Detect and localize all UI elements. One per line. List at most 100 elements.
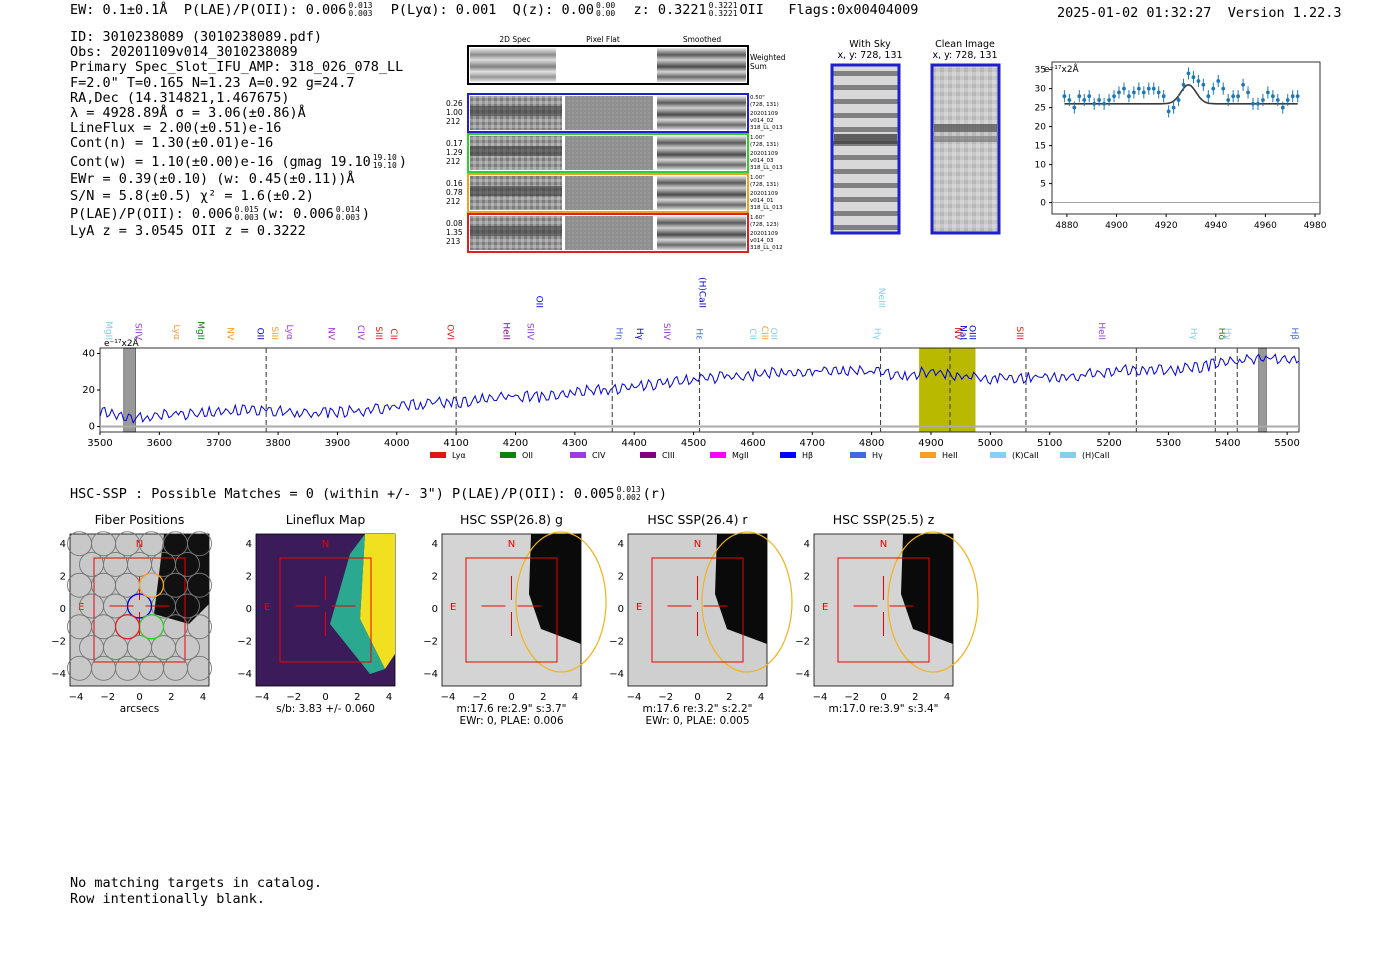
zoom-point — [1097, 98, 1102, 102]
spectrum-line-label: CII — [747, 328, 757, 340]
hsc-panel-caption: s/b: 3.83 +/- 0.060 — [276, 703, 375, 715]
spectrum-ytick-label: 20 — [82, 385, 95, 396]
cutout-2dspec-trace — [470, 186, 562, 196]
zoom-point — [1206, 94, 1211, 99]
hsc-ytick-label: 4 — [60, 539, 66, 550]
hsc-ytick-label: 4 — [432, 539, 438, 550]
zoom-point — [1087, 94, 1092, 99]
hsc-panel-caption-2: EWr: 0, PLAE: 0.006 — [459, 715, 563, 727]
hsc-xtick-label: 2 — [540, 692, 546, 703]
hsc-ytick-label: −4 — [795, 669, 810, 680]
zoom-point — [1146, 86, 1151, 91]
zoom-point — [1176, 98, 1181, 102]
zoom-xtick-label: 4960 — [1254, 221, 1277, 231]
zoom-point — [1256, 101, 1260, 106]
zoom-point — [1181, 82, 1186, 87]
spectrum-line-label: NV — [952, 327, 962, 341]
zoom-point — [1107, 98, 1111, 102]
zoom-point — [1270, 94, 1275, 99]
cutout-row-a: 0.16 — [446, 179, 463, 188]
hsc-target-box — [837, 557, 930, 663]
zoom-point — [1166, 109, 1171, 114]
cutout-row-a: 0.26 — [446, 99, 463, 108]
plae-range: 0.013 0.003 — [348, 1, 373, 18]
zoom-point — [1261, 98, 1265, 102]
zoom-line-fit-chart: e⁻¹⁷x2Å 0 5 10 15 20 25 30 35 4880 4900 4920 4940 49… — [1035, 61, 1327, 231]
info-sn: S/N = 5.8(±0.5) χ² = 1.6(±0.2) — [70, 188, 314, 205]
version: Version 1.22.3 — [1227, 5, 1342, 21]
cutout-row-b: 1.29 — [446, 148, 463, 157]
hsc-ytick-label: −2 — [51, 637, 66, 648]
spectrum-masked-band — [123, 347, 136, 433]
spectrum-xtick-label: 3800 — [265, 438, 290, 449]
cutout-row-r1: 0.50" — [750, 95, 765, 101]
zoom-point — [1221, 86, 1226, 91]
hsc-panel-title: Lineflux Map — [286, 512, 366, 527]
cutout-row-r5: 318_LL_012 — [750, 245, 783, 251]
hsc-ytick-label: 2 — [804, 572, 810, 583]
info-lambda: λ = 4928.89Å σ = 3.06(±0.86)Å — [70, 105, 306, 122]
zoom-point — [1211, 86, 1216, 91]
spectrum-line-label: Hδ — [1216, 328, 1226, 341]
hsc-bright-source — [715, 534, 767, 644]
zoom-xtick-label: 4920 — [1155, 221, 1178, 231]
spectrum-line-label: OII — [254, 328, 264, 340]
fiber-circle — [187, 655, 212, 681]
timestamp: 2025-01-02 01:32:27 — [1057, 5, 1212, 21]
spectrum-xtick-label: 4500 — [681, 438, 706, 449]
spectrum-line-label: Hγ — [872, 328, 882, 341]
spectrum-line-label: SIIV — [133, 323, 143, 341]
spectrum-xtick-label: 4300 — [562, 438, 587, 449]
sum-label: Sum — [750, 62, 767, 71]
info-params: F=2.0" T=0.165 N=1.23 A=0.92 g=24.7 — [70, 74, 355, 91]
fiber-circle — [187, 614, 212, 640]
zoom-point — [1112, 94, 1116, 99]
lineflux-mid — [330, 534, 385, 674]
zoom-ytick-label: 30 — [1035, 85, 1047, 95]
zoom-point — [1251, 101, 1255, 106]
header-summary: EW: 0.1±0.1Å P(LAE)/P(OII): 0.006 0.013 0.… — [70, 1, 918, 19]
zoom-point — [1275, 98, 1280, 102]
spectrum-line-label: Hβ — [1289, 327, 1299, 340]
hsc-ytick-label: 0 — [804, 604, 810, 615]
spectrum-xtick-label: 4100 — [443, 438, 468, 449]
timestamp-version: 2025-01-02 01:32:27 Version 1.22.3 — [1057, 5, 1342, 21]
zoom-point — [1092, 101, 1097, 106]
cutout-smoothed — [657, 136, 746, 170]
cutout-pixelflat — [565, 216, 653, 250]
hsc-target-box — [465, 557, 558, 663]
catalog-note-line1: No matching targets in catalog. — [70, 875, 322, 891]
hsc-panel-title: HSC SSP(26.4) r — [647, 512, 748, 527]
hsc-north-label: N — [880, 539, 887, 550]
fiber-circle-blue — [126, 593, 153, 619]
spectrum-ytick-label: 0 — [89, 422, 95, 433]
hsc-xtick-label: 0 — [508, 692, 514, 703]
spectrum-unit-label: e⁻¹⁷x2Å — [104, 337, 140, 349]
cutout-col-smoothed: Smoothed — [683, 35, 722, 44]
cutout-2dspec-trace — [470, 146, 562, 156]
hsc-xtick-label: −4 — [255, 692, 270, 703]
zoom-xtick-label: 4900 — [1105, 221, 1128, 231]
spectrum-xtick-label: 4700 — [800, 438, 825, 449]
hsc-xtick-label: 4 — [572, 692, 578, 703]
clean-image-title: Clean Image — [935, 39, 995, 50]
hsc-ytick-label: −2 — [609, 637, 624, 648]
hsc-bright-source — [154, 534, 209, 624]
catalog-note-line2: Row intentionally blank. — [70, 890, 266, 907]
spectrum-xtick-label: 4900 — [918, 438, 943, 449]
spectrum-line-label: NaI — [958, 325, 968, 340]
zoom-point — [1072, 105, 1077, 110]
spectrum-line-label: Hγ — [1222, 328, 1232, 341]
full-spectrum-chart: 0 20 40 3500 3600 3700 3800 3900 4000 4100 4200 430… — [82, 277, 1300, 460]
cutout-pixelflat — [565, 136, 653, 170]
cutout-row-r2: (728, 131) — [750, 182, 779, 188]
spectrum-xtick-label: 5300 — [1156, 438, 1181, 449]
cutout-row-r3: 20201109 — [750, 151, 778, 157]
zoom-point — [1280, 105, 1285, 110]
zoom-point — [1122, 86, 1126, 91]
spectrum-legend-label: CIII — [662, 451, 675, 460]
hsc-panel-title: HSC SSP(25.5) z — [833, 512, 935, 527]
fiber-circle — [175, 593, 200, 619]
cutout-smoothed — [657, 216, 746, 250]
spectrum-line-label: HeII — [501, 322, 511, 340]
